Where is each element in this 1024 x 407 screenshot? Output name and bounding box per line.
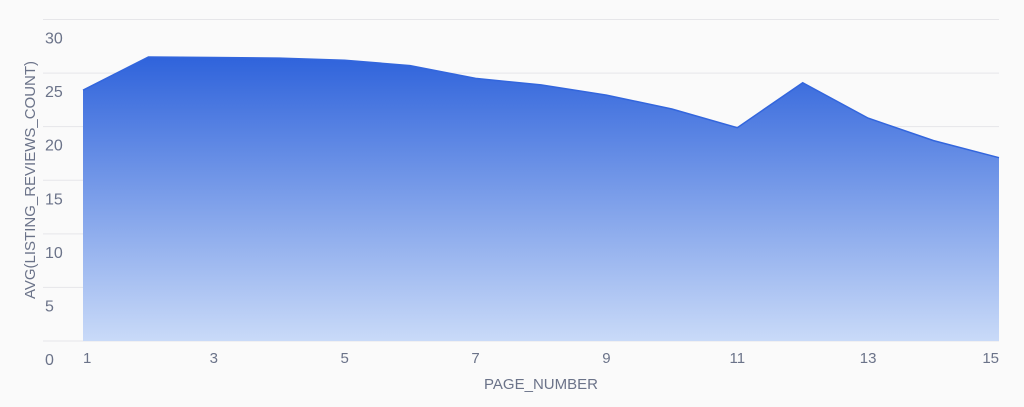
x-tick-label: 13	[860, 350, 877, 367]
x-tick-label: 5	[341, 350, 349, 367]
y-tick-label: 10	[45, 245, 63, 262]
y-axis-title: AVG(LISTING_REVIEWS_COUNT)	[22, 61, 39, 299]
y-tick-label: 15	[45, 191, 63, 208]
y-tick-label: 20	[45, 138, 63, 155]
x-tick-label: 11	[729, 350, 745, 367]
y-tick-label: 0	[45, 352, 54, 369]
y-axis-ticks: 0 5 10 15 20 25 30	[45, 31, 63, 370]
x-axis-ticks: 1 3 5 7 9 11 13 15	[83, 350, 999, 367]
area-series[interactable]	[83, 57, 999, 341]
x-tick-label: 3	[210, 350, 218, 367]
x-tick-label: 1	[83, 350, 91, 367]
x-tick-label: 15	[982, 350, 999, 367]
x-tick-label: 7	[471, 350, 479, 367]
y-tick-label: 30	[45, 31, 63, 48]
x-tick-label: 9	[602, 350, 610, 367]
y-tick-label: 25	[45, 84, 63, 101]
area-series-line	[82, 56, 1000, 159]
y-tick-label: 5	[45, 298, 54, 315]
x-axis-title: PAGE_NUMBER	[484, 376, 598, 393]
